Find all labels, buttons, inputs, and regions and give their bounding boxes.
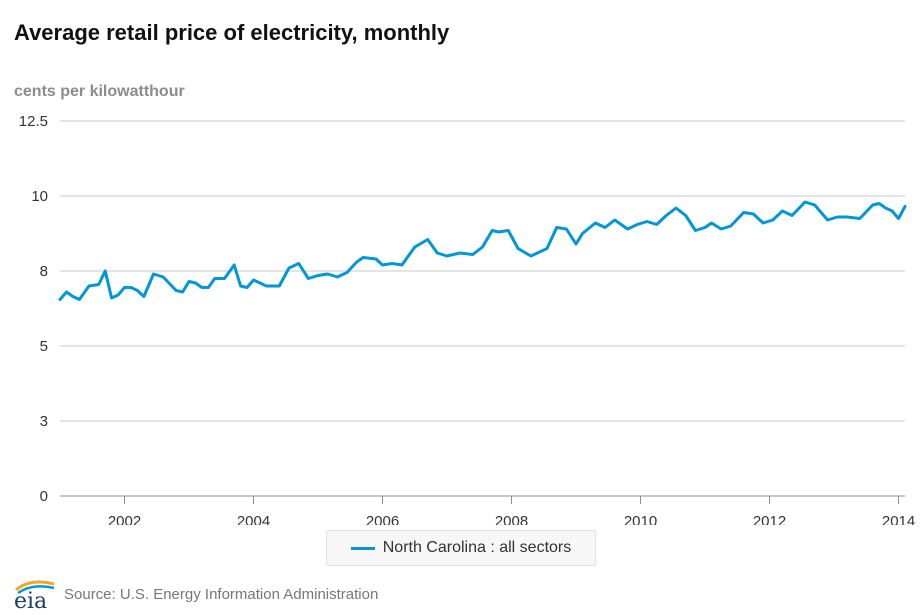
y-tick-label: 12.5 (19, 113, 48, 130)
grid-lines (60, 120, 905, 422)
x-tick-label: 2012 (753, 513, 786, 525)
source-note: Source: U.S. Energy Information Administ… (64, 585, 379, 603)
y-tick-label: 0 (40, 488, 48, 505)
x-axis-ticks: 2002 2004 2006 2008 2010 2012 2014 (108, 496, 915, 525)
legend-swatch (350, 546, 375, 550)
legend[interactable]: North Carolina : all sectors (326, 530, 596, 566)
y-tick-label: 3 (40, 413, 48, 430)
footer: eia Source: U.S. Energy Information Admi… (10, 578, 379, 614)
y-tick-label: 8 (40, 263, 48, 280)
y-axis-label: cents per kilowatthour (14, 83, 185, 100)
y-tick-label: 10 (31, 188, 48, 205)
chart-title: Average retail price of electricity, mon… (14, 20, 450, 45)
line-chart: 0 3 5 8 10 12.5 2002 2004 2006 2008 2010 2012 2014 (19, 113, 915, 525)
svg-text:eia: eia (14, 589, 47, 610)
y-axis-ticks: 0 3 5 8 10 12.5 (19, 113, 48, 505)
eia-logo: eia (10, 578, 58, 614)
y-tick-label: 5 (40, 338, 48, 355)
x-tick-label: 2010 (624, 513, 657, 525)
legend-label: North Carolina : all sectors (382, 539, 572, 556)
series-line-north-carolina (58, 200, 907, 301)
x-tick-label: 2008 (495, 513, 528, 525)
x-tick-label: 2006 (366, 513, 399, 525)
x-tick-label: 2004 (237, 513, 270, 525)
x-tick-label: 2014 (882, 513, 915, 525)
x-tick-label: 2002 (108, 513, 141, 525)
